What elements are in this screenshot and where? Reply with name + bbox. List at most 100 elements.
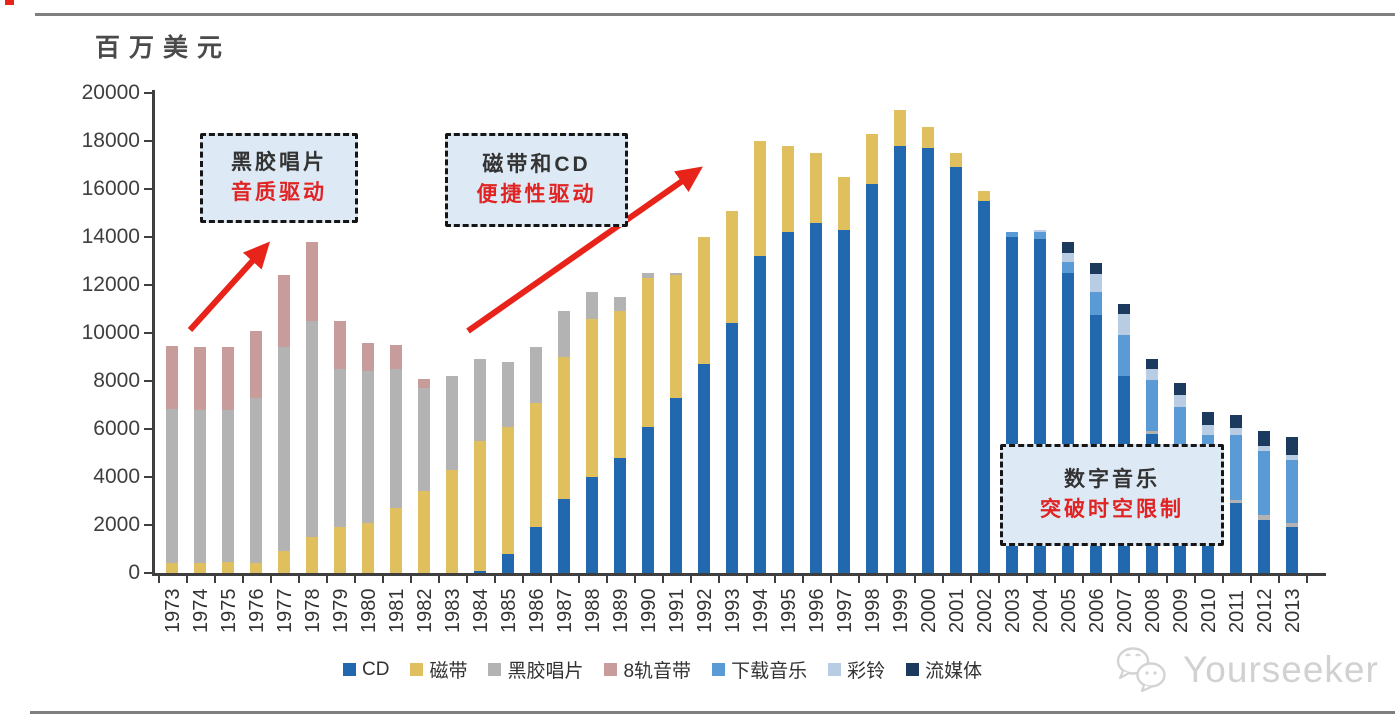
x-tick-mark: [242, 576, 244, 583]
x-tick-mark: [830, 576, 832, 583]
bar-segment-1991-磁带: [670, 275, 682, 398]
x-tick-mark: [1138, 576, 1140, 583]
annotation-title: 黑胶唱片: [231, 151, 327, 175]
bar-segment-1983-黑胶唱片: [446, 376, 458, 470]
x-tick-mark: [382, 576, 384, 583]
wechat-icon: [1116, 647, 1166, 693]
y-tick-label: 0: [128, 561, 140, 584]
bar-segment-1973-黑胶唱片: [166, 408, 178, 564]
x-year-label: 1995: [778, 588, 800, 634]
x-year-label: 1994: [750, 588, 772, 634]
y-tick-label: 16000: [81, 177, 140, 200]
y-tick-label: 4000: [93, 465, 140, 488]
x-axis-line: [152, 573, 1326, 576]
bar-segment-1974-磁带: [194, 563, 206, 573]
legend-label: CD: [362, 658, 390, 680]
x-tick-mark: [1250, 576, 1252, 583]
y-tick-label: 8000: [93, 369, 140, 392]
bar-segment-2008-下载音乐: [1146, 379, 1158, 432]
bar-segment-2006-彩铃: [1090, 274, 1102, 293]
x-year-label: 1973: [162, 588, 184, 634]
x-year-label: 1980: [358, 588, 380, 634]
bar-segment-2012-下载音乐: [1258, 450, 1270, 516]
bar-segment-1979-黑胶唱片: [334, 369, 346, 528]
x-tick-mark: [158, 576, 160, 583]
x-year-label: 2003: [1002, 588, 1024, 634]
x-tick-mark: [438, 576, 440, 583]
bar-segment-1980-8轨音带: [362, 342, 374, 372]
bar-segment-2005-流媒体: [1062, 241, 1074, 253]
bar-segment-1993-CD: [726, 323, 738, 573]
legend-item: 流媒体: [906, 656, 982, 683]
legend-label: 8轨音带: [623, 661, 692, 682]
bar-segment-1982-黑胶唱片: [418, 388, 430, 492]
bar-segment-1979-磁带: [334, 527, 346, 573]
x-year-label: 1984: [470, 588, 492, 634]
bar-segment-1983-磁带: [446, 469, 458, 573]
bar-segment-1985-黑胶唱片: [502, 361, 514, 427]
bar-segment-1980-磁带: [362, 522, 374, 573]
x-tick-mark: [1222, 576, 1224, 583]
x-year-label: 1999: [890, 588, 912, 634]
bar-segment-1989-CD: [614, 457, 626, 573]
bar-segment-1998-磁带: [866, 133, 878, 185]
bar-segment-2002-磁带: [978, 191, 990, 201]
bar-segment-1976-8轨音带: [250, 330, 262, 398]
bar-segment-1986-磁带: [530, 402, 542, 528]
bar-segment-1978-8轨音带: [306, 241, 318, 321]
y-tick-mark: [144, 92, 153, 94]
bar-segment-2004-彩铃: [1034, 229, 1046, 233]
x-tick-mark: [578, 576, 580, 583]
x-year-label: 2012: [1254, 588, 1276, 634]
bar-segment-1987-磁带: [558, 357, 570, 499]
annotation-title: 磁带和CD: [482, 153, 591, 177]
x-year-label: 2001: [946, 588, 968, 634]
x-tick-mark: [186, 576, 188, 583]
x-year-label: 2007: [1114, 588, 1136, 634]
y-tick-label: 20000: [81, 81, 140, 104]
bar-segment-2009-流媒体: [1174, 383, 1186, 396]
annotation-subtitle: 突破时空限制: [1040, 497, 1184, 521]
bar-segment-2007-流媒体: [1118, 304, 1130, 314]
x-tick-mark: [746, 576, 748, 583]
bar-segment-1990-磁带: [642, 277, 654, 427]
x-tick-mark: [1110, 576, 1112, 583]
bar-segment-1992-CD: [698, 364, 710, 573]
bar-segment-2011-下载音乐: [1230, 435, 1242, 500]
y-tick-label: 10000: [81, 321, 140, 344]
bar-segment-1976-磁带: [250, 563, 262, 573]
legend-item: CD: [343, 659, 389, 681]
bar-segment-1975-8轨音带: [222, 347, 234, 410]
x-tick-mark: [326, 576, 328, 583]
bar-segment-1975-黑胶唱片: [222, 409, 234, 563]
bar-segment-1977-黑胶唱片: [278, 347, 290, 552]
x-year-label: 1974: [190, 588, 212, 634]
x-tick-mark: [1054, 576, 1056, 583]
x-tick-mark: [802, 576, 804, 583]
bar-segment-1986-CD: [530, 527, 542, 573]
bar-segment-1981-黑胶唱片: [390, 369, 402, 509]
bar-segment-1974-8轨音带: [194, 347, 206, 410]
legend-swatch: [828, 663, 842, 676]
bar-segment-2009-彩铃: [1174, 395, 1186, 408]
bar-segment-1988-CD: [586, 477, 598, 573]
y-tick-label: 12000: [81, 273, 140, 296]
x-tick-mark: [1306, 576, 1308, 583]
bar-segment-1988-磁带: [586, 318, 598, 477]
legend-label: 黑胶唱片: [507, 661, 584, 682]
y-tick-mark: [144, 140, 153, 142]
y-tick-mark: [144, 188, 153, 190]
annotation-digital-era: 数字音乐 突破时空限制: [1000, 444, 1224, 546]
bar-segment-1984-黑胶唱片: [474, 359, 486, 441]
bar-segment-1999-磁带: [894, 109, 906, 146]
x-year-label: 1977: [274, 588, 296, 634]
x-tick-mark: [410, 576, 412, 583]
bar-segment-1996-磁带: [810, 153, 822, 223]
watermark: Yourseeker: [1113, 645, 1379, 695]
bar-segment-1997-CD: [838, 229, 850, 573]
bar-segment-2010-彩铃: [1202, 425, 1214, 435]
legend-label: 彩铃: [847, 661, 886, 682]
bar-segment-2013-彩铃: [1286, 455, 1298, 461]
x-year-label: 1975: [218, 588, 240, 634]
y-tick-label: 2000: [93, 513, 140, 536]
